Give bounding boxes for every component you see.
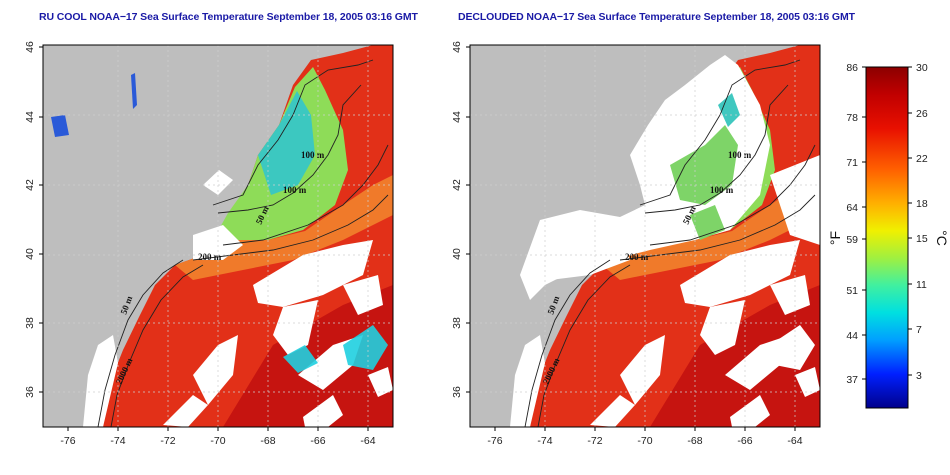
f-tick-label: 78	[846, 112, 858, 124]
y-tick-label: 36	[24, 386, 36, 398]
left-x-axis: -76 -74 -72 -70 -68 -66 -64	[60, 435, 375, 447]
x-tick-label: -74	[537, 435, 552, 447]
fahrenheit-unit-label: °F	[827, 231, 843, 245]
right-x-axis: -76 -74 -72 -70 -68 -66 -64	[487, 435, 802, 447]
x-tick-label: -70	[637, 435, 652, 447]
x-tick-label: -74	[110, 435, 125, 447]
f-tick-label: 44	[846, 330, 858, 342]
contour-label-200m: 200 m	[198, 252, 222, 262]
celsius-unit-label: °C	[934, 230, 950, 246]
contour-label-100m-mid: 100 m	[283, 185, 307, 195]
colorbar: 86 78 71 64 59 51 44 37 30 26 22 18 15 1…	[827, 62, 950, 409]
right-y-axis: 46 44 42 40 38 36	[451, 41, 463, 398]
c-tick-label: 26	[916, 108, 928, 120]
left-map-panel: 100 m 100 m 50 m 200 m 50 m 2000 m	[39, 44, 394, 431]
right-cloud-mask	[510, 55, 820, 427]
y-tick-label: 44	[24, 111, 36, 123]
right-map-panel: 100 m 100 m 50 m 200 m 50 m 2000 m	[466, 44, 821, 431]
colorbar-gradient	[865, 66, 909, 409]
y-tick-label: 38	[451, 317, 463, 329]
c-tick-label: 7	[916, 324, 922, 336]
f-tick-label: 64	[846, 202, 858, 214]
f-tick-label: 86	[846, 62, 858, 74]
y-tick-label: 40	[451, 248, 463, 260]
y-tick-label: 42	[451, 179, 463, 191]
y-tick-label: 46	[451, 41, 463, 53]
right-map-title: DECLOUDED NOAA−17 Sea Surface Temperatur…	[458, 11, 855, 23]
x-tick-label: -76	[487, 435, 502, 447]
contour-label-100m-mid: 100 m	[710, 185, 734, 195]
celsius-ticks: 30 26 22 18 15 11 7 3	[916, 62, 928, 382]
y-tick-label: 40	[24, 248, 36, 260]
contour-label-100m-north: 100 m	[728, 150, 752, 160]
c-tick-label: 22	[916, 153, 928, 165]
f-tick-label: 51	[846, 285, 858, 297]
c-tick-label: 18	[916, 198, 928, 210]
y-tick-label: 46	[24, 41, 36, 53]
x-tick-label: -68	[687, 435, 702, 447]
y-tick-label: 44	[451, 111, 463, 123]
x-tick-label: -64	[787, 435, 802, 447]
c-tick-label: 3	[916, 370, 922, 382]
y-tick-label: 42	[24, 179, 36, 191]
contour-label-100m-north: 100 m	[301, 150, 325, 160]
left-y-axis: 46 44 42 40 38 36	[24, 41, 36, 398]
y-tick-label: 36	[451, 386, 463, 398]
x-tick-label: -70	[210, 435, 225, 447]
left-map-title: RU COOL NOAA−17 Sea Surface Temperature …	[39, 11, 418, 23]
c-tick-label: 15	[916, 233, 928, 245]
fahrenheit-ticks: 86 78 71 64 59 51 44 37	[846, 62, 858, 386]
y-tick-label: 38	[24, 317, 36, 329]
x-tick-label: -76	[60, 435, 75, 447]
x-tick-label: -64	[360, 435, 375, 447]
x-tick-label: -68	[260, 435, 275, 447]
f-tick-label: 59	[846, 234, 858, 246]
f-tick-label: 71	[846, 157, 858, 169]
contour-label-200m: 200 m	[625, 252, 649, 262]
x-tick-label: -66	[737, 435, 752, 447]
x-tick-label: -72	[587, 435, 602, 447]
x-tick-label: -66	[310, 435, 325, 447]
f-tick-label: 37	[846, 374, 858, 386]
x-tick-label: -72	[160, 435, 175, 447]
c-tick-label: 30	[916, 62, 928, 74]
c-tick-label: 11	[916, 279, 927, 291]
